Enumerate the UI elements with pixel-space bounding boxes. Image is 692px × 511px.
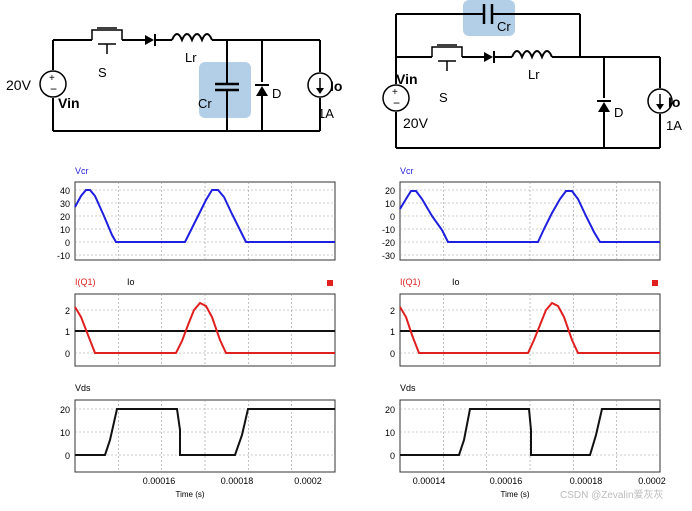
left-legend-marker <box>327 280 333 286</box>
left-current-tick: 1 <box>65 327 70 337</box>
right-current-title: I(Q1) <box>400 277 421 287</box>
left-current-tick: 2 <box>65 306 70 316</box>
right-vds-title: Vds <box>400 383 416 393</box>
right-vcr-tick: -30 <box>382 251 395 261</box>
left-vcr-trace <box>74 189 335 243</box>
right-current-trace <box>399 301 660 354</box>
left-vds-tick: 10 <box>60 428 70 438</box>
right-capacitor-highlight <box>463 0 515 36</box>
right-vds-tick: 10 <box>385 428 395 438</box>
right-vds-trace <box>400 408 660 456</box>
left-vcr-tick: -10 <box>57 251 70 261</box>
left-vds-tick: 20 <box>60 405 70 415</box>
left-current-trace <box>74 301 335 354</box>
left-load-value: 1A <box>318 106 334 121</box>
left-source-name: Vin <box>58 95 80 111</box>
left-x-tick: 0.0002 <box>294 476 322 486</box>
right-capacitor-label: Cr <box>497 19 511 34</box>
left-vcr-tick: 10 <box>60 225 70 235</box>
left-vds-title: Vds <box>75 383 91 393</box>
left-circuit <box>39 27 333 132</box>
left-switch-label: S <box>98 65 107 80</box>
right-current-tick: 1 <box>390 327 395 337</box>
right-vcr-tick: 20 <box>385 186 395 196</box>
right-x-tick: 0.00018 <box>570 476 603 486</box>
right-circuit <box>382 0 673 149</box>
right-x-tick: 0.0002 <box>638 476 666 486</box>
left-diode-label: D <box>272 86 281 101</box>
left-vcr-tick: 0 <box>65 238 70 248</box>
svg-text:−: − <box>50 82 57 96</box>
left-vcr-title: Vcr <box>75 166 89 176</box>
right-vcr-tick: 10 <box>385 199 395 209</box>
right-xlabel: Time (s) <box>500 490 529 499</box>
right-switch-label: S <box>439 90 448 105</box>
right-current-tick: 0 <box>390 349 395 359</box>
right-vds-tick: 0 <box>390 451 395 461</box>
right-legend-marker <box>652 280 658 286</box>
right-x-tick: 0.00016 <box>490 476 523 486</box>
right-load-value: 1A <box>666 118 682 133</box>
left-xlabel: Time (s) <box>175 490 204 499</box>
left-vcr-panel <box>74 181 336 261</box>
right-diode-label: D <box>614 105 623 120</box>
svg-text:−: − <box>393 96 400 110</box>
left-inductor-label: Lr <box>185 50 197 65</box>
right-vcr-title: Vcr <box>400 166 414 176</box>
right-source-voltage: 20V <box>403 115 429 131</box>
left-x-tick: 0.00016 <box>143 476 176 486</box>
left-load-label: Io <box>330 78 342 94</box>
right-vcr-tick: 0 <box>390 212 395 222</box>
left-current-tick: 0 <box>65 349 70 359</box>
right-current-tick: 2 <box>390 306 395 316</box>
right-vcr-tick: -10 <box>382 225 395 235</box>
right-source-name: Vin <box>396 71 418 87</box>
right-vds-tick: 20 <box>385 405 395 415</box>
left-vds-tick: 0 <box>65 451 70 461</box>
left-current-title: I(Q1) <box>75 277 96 287</box>
left-vds-trace <box>75 408 335 456</box>
right-io-title: Io <box>452 277 460 287</box>
right-vcr-panel <box>399 181 661 261</box>
left-vcr-tick: 40 <box>60 186 70 196</box>
right-inductor-label: Lr <box>528 67 540 82</box>
right-vcr-tick: -20 <box>382 238 395 248</box>
left-capacitor-label: Cr <box>198 96 212 111</box>
left-vcr-tick: 30 <box>60 199 70 209</box>
svg-text:+: + <box>392 87 398 98</box>
right-vcr-trace <box>399 190 660 243</box>
left-vcr-tick: 20 <box>60 212 70 222</box>
left-x-tick: 0.00018 <box>221 476 254 486</box>
left-source-voltage: 20V <box>6 77 32 93</box>
watermark: CSDN @Zevalin爱灰灰 <box>560 488 664 501</box>
left-io-title: Io <box>127 277 135 287</box>
right-x-tick: 0.00014 <box>413 476 446 486</box>
right-load-label: Io <box>668 94 680 110</box>
svg-text:+: + <box>49 73 55 84</box>
